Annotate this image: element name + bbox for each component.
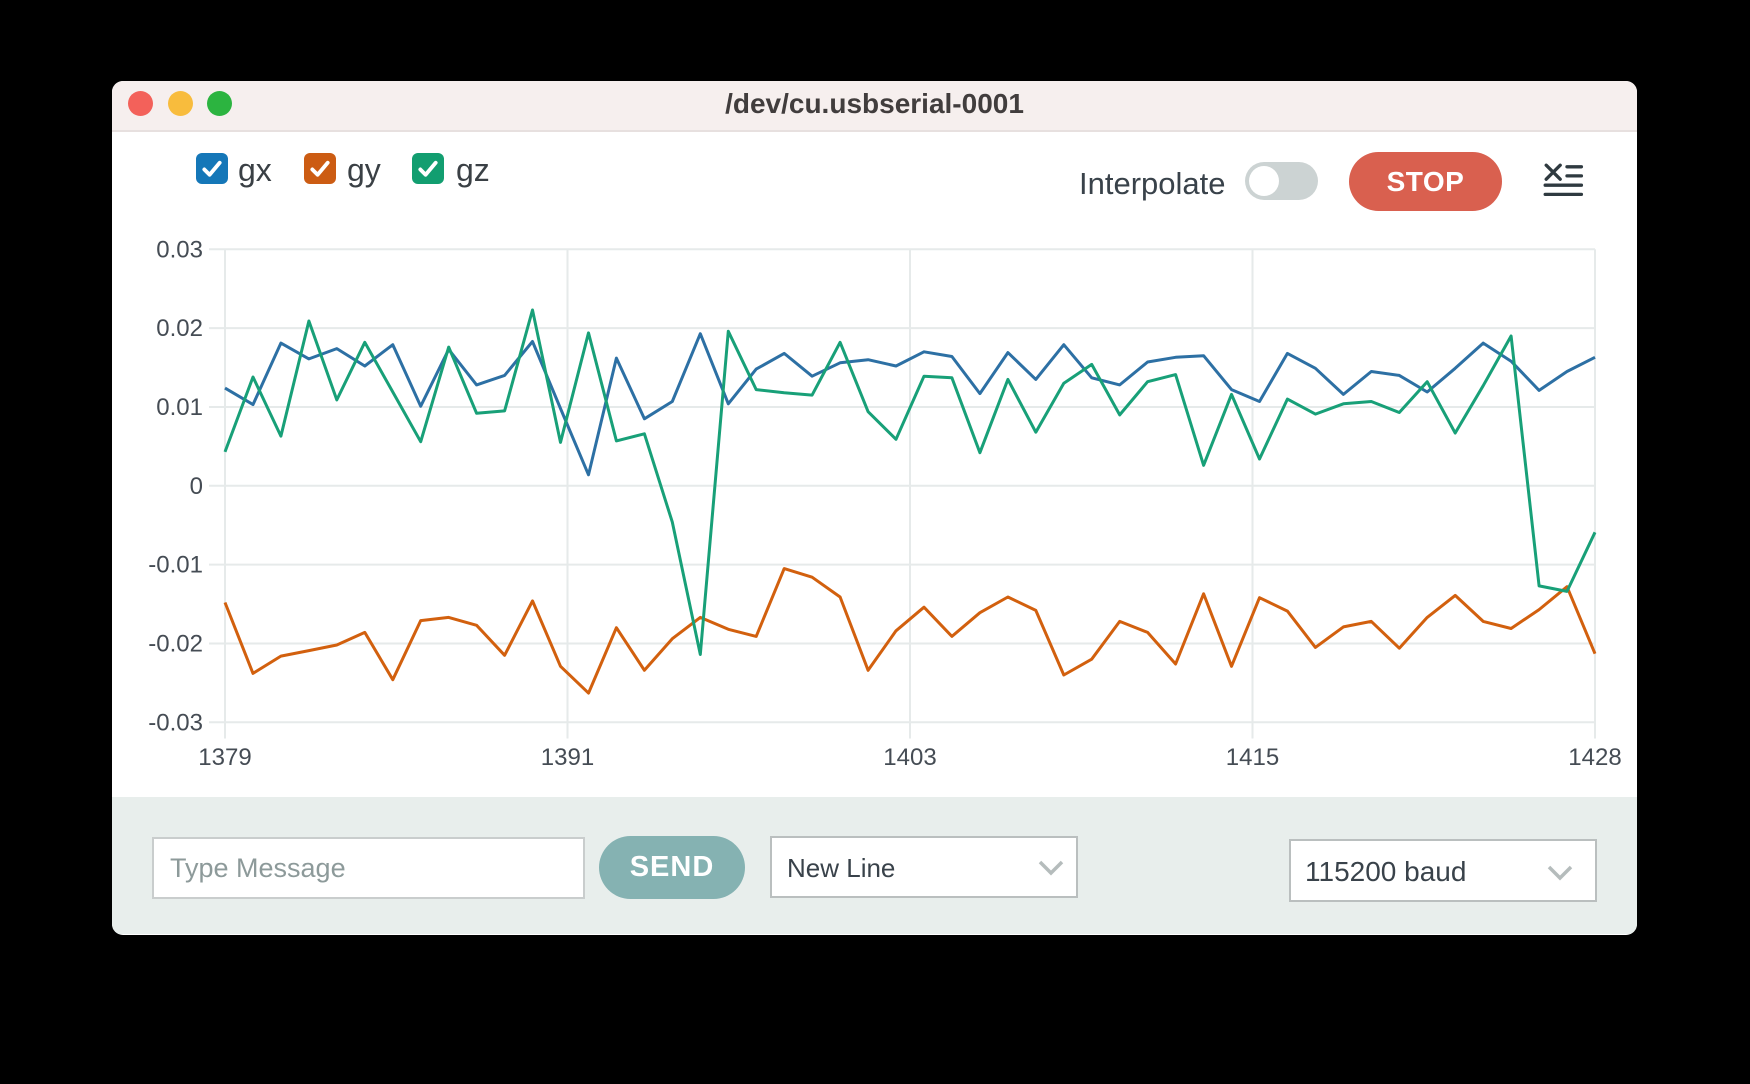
svg-text:1379: 1379 bbox=[198, 744, 251, 771]
svg-text:1403: 1403 bbox=[883, 744, 936, 771]
svg-text:1428: 1428 bbox=[1568, 744, 1621, 771]
svg-text:0.01: 0.01 bbox=[156, 394, 203, 421]
svg-text:1415: 1415 bbox=[1226, 744, 1279, 771]
svg-text:0.02: 0.02 bbox=[156, 315, 203, 342]
svg-text:-0.03: -0.03 bbox=[148, 709, 203, 736]
svg-text:0: 0 bbox=[190, 473, 203, 500]
svg-text:1391: 1391 bbox=[541, 744, 594, 771]
svg-text:-0.01: -0.01 bbox=[148, 552, 203, 579]
svg-text:0.03: 0.03 bbox=[156, 236, 203, 263]
svg-text:-0.02: -0.02 bbox=[148, 631, 203, 658]
